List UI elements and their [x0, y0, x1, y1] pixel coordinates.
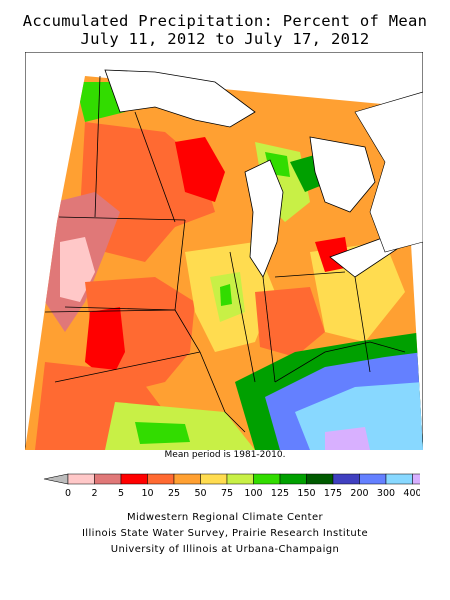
legend-break-label: 2: [91, 488, 97, 499]
lake-michigan: [244, 159, 284, 278]
zone-indiana-dark-orange: [255, 287, 325, 357]
legend-swatch: [200, 473, 228, 485]
legend-break-label: 25: [168, 488, 180, 499]
legend-break-label: 125: [271, 488, 289, 499]
legend-swatch: [332, 473, 360, 485]
zone-south-green: [135, 422, 190, 444]
zone-illinois-green: [220, 284, 232, 306]
legend-break-label: 50: [194, 488, 206, 499]
legend-swatch: [306, 473, 334, 485]
legend-swatch: [147, 473, 175, 485]
legend-break-label: 300: [377, 488, 395, 499]
legend-swatch: [173, 473, 201, 485]
legend-break-label: 5: [118, 488, 124, 499]
color-legend: 0 2 5 10 25 50 75 100 125 150 175 200 300 400: [43, 473, 420, 499]
legend-break-label: 0: [65, 488, 71, 499]
map-date-range: July 11, 2012 to July 17, 2012: [80, 30, 370, 48]
credit-uiuc: University of Illinois at Urbana-Champai…: [110, 544, 340, 555]
credit-mrcc: Midwestern Regional Climate Center: [126, 512, 324, 523]
legend-swatch: [412, 473, 420, 485]
legend-swatch: [67, 473, 95, 485]
legend-swatch: [253, 473, 281, 485]
lake-huron: [309, 136, 376, 213]
legend-underflow-arrow: [43, 473, 69, 485]
mean-period-note: Mean period is 1981-2010.: [164, 450, 286, 460]
legend-break-label: 400: [403, 488, 420, 499]
legend-swatch: [120, 473, 148, 485]
legend-break-label: 75: [221, 488, 233, 499]
lake-superior: [104, 69, 256, 128]
precipitation-map: [25, 52, 423, 450]
zone-kentucky-lavender: [325, 427, 370, 450]
map-title: Accumulated Precipitation: Percent of Me…: [22, 12, 428, 30]
legend-break-label: 175: [324, 488, 342, 499]
state-boundaries: [44, 75, 406, 433]
zone-wisconsin-red: [175, 137, 225, 202]
legend-swatch: [359, 473, 387, 485]
ontario-region: [354, 91, 423, 253]
legend-swatch: [385, 473, 413, 485]
legend-break-label: 200: [350, 488, 368, 499]
legend-swatch: [279, 473, 307, 485]
credit-isws: Illinois State Water Survey, Prairie Res…: [81, 528, 369, 539]
legend-break-label: 10: [141, 488, 153, 499]
legend-break-label: 150: [297, 488, 315, 499]
legend-break-label: 100: [244, 488, 262, 499]
legend-swatch: [94, 473, 122, 485]
legend-swatch: [226, 473, 254, 485]
zone-iowa-red: [85, 307, 125, 382]
